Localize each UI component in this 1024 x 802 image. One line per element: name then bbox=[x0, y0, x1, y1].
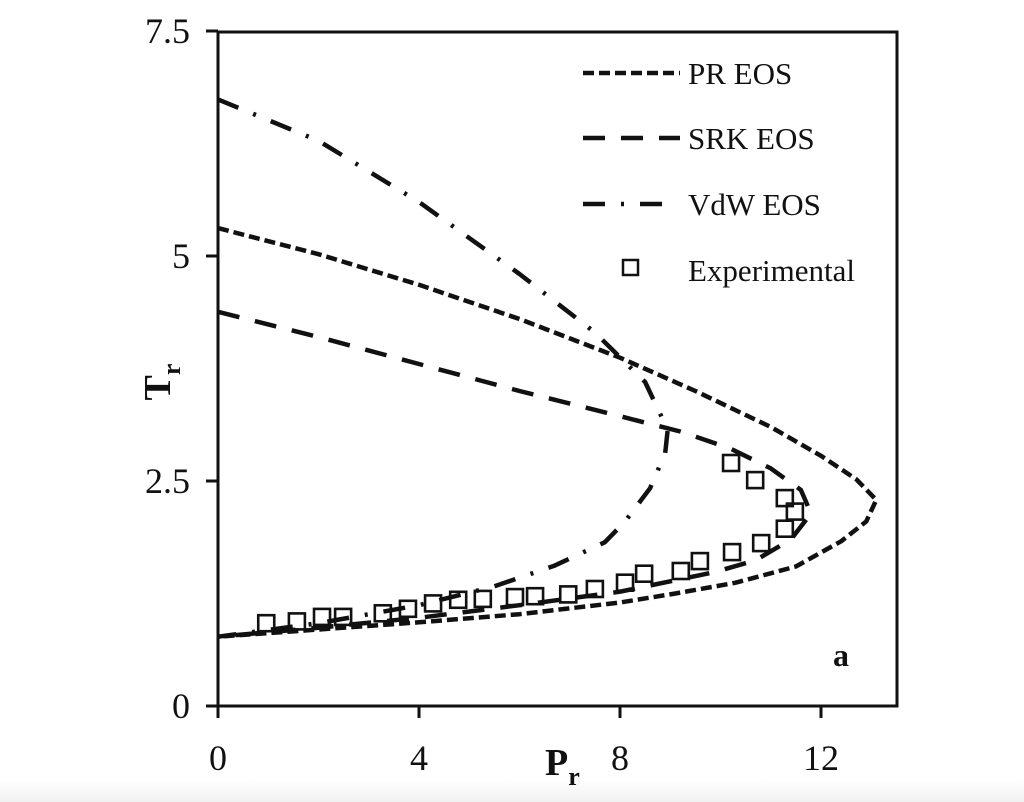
x-tick-label: 8 bbox=[611, 738, 629, 778]
experimental-square-marker bbox=[785, 502, 805, 521]
y-axis-title-sub: r bbox=[157, 364, 186, 376]
axis-ticks bbox=[206, 29, 823, 718]
x-tick-label: 4 bbox=[410, 738, 428, 778]
x-axis-title-sub: r bbox=[568, 762, 580, 791]
legend-label-srk: SRK EOS bbox=[688, 121, 815, 156]
svg-text:Tr: Tr bbox=[137, 364, 186, 401]
experimental-square-marker bbox=[312, 607, 332, 627]
experimental-square-marker bbox=[423, 594, 443, 613]
y-tick-label: 7.5 bbox=[145, 11, 190, 51]
experimental-square-marker bbox=[525, 586, 545, 606]
legend-label-experimental: Experimental bbox=[688, 253, 855, 288]
legend: PR EOS SRK EOS VdW EOS Experimental bbox=[583, 56, 855, 288]
experimental-square-marker bbox=[722, 542, 742, 562]
experimental-markers bbox=[256, 453, 805, 633]
panel-label: a bbox=[833, 637, 849, 673]
x-axis-title: Pr bbox=[545, 742, 580, 791]
experimental-square-marker bbox=[373, 603, 393, 623]
x-axis-title-main: P bbox=[545, 742, 568, 784]
y-tick-label: 5 bbox=[172, 236, 190, 276]
legend-item-experimental: Experimental bbox=[621, 253, 855, 288]
experimental-square-marker bbox=[721, 453, 741, 473]
srk-eos-curve bbox=[217, 309, 814, 639]
series-layer bbox=[217, 97, 879, 639]
x-tick-label: 0 bbox=[209, 738, 227, 778]
experimental-square-marker bbox=[287, 612, 307, 631]
experimental-square-marker bbox=[671, 561, 691, 581]
experimental-square-marker bbox=[775, 519, 795, 539]
legend-item-srk: SRK EOS bbox=[583, 121, 815, 156]
y-tick-label: 2.5 bbox=[145, 461, 190, 501]
x-tick-label: 12 bbox=[803, 738, 839, 778]
experimental-square-marker bbox=[745, 470, 765, 490]
axis-tick-labels: 0 4 8 12 0 2.5 5 7.5 bbox=[145, 11, 839, 778]
legend-square-marker-icon bbox=[621, 258, 640, 277]
experimental-square-marker bbox=[690, 551, 710, 571]
y-tick-label: 0 bbox=[172, 686, 190, 726]
experimental-square-marker bbox=[505, 587, 525, 607]
experimental-square-marker bbox=[333, 607, 353, 627]
experimental-square-marker bbox=[585, 579, 605, 599]
legend-label-vdw: VdW EOS bbox=[688, 187, 821, 222]
legend-item-pr: PR EOS bbox=[583, 56, 792, 91]
vdw-eos-curve bbox=[217, 97, 670, 639]
experimental-square-marker bbox=[558, 585, 578, 604]
experimental-square-marker bbox=[751, 533, 771, 553]
experimental-square-marker bbox=[256, 613, 276, 633]
experimental-square-marker bbox=[473, 589, 493, 609]
experimental-square-marker bbox=[634, 564, 654, 584]
legend-item-vdw: VdW EOS bbox=[583, 187, 821, 222]
y-axis-title: Tr bbox=[137, 364, 186, 401]
experimental-square-marker bbox=[398, 599, 418, 619]
experimental-square-marker bbox=[615, 573, 635, 593]
plot-frame bbox=[216, 30, 899, 708]
pr-eos-curve bbox=[217, 225, 879, 639]
y-axis-title-main: T bbox=[137, 375, 179, 400]
experimental-square-marker bbox=[448, 590, 468, 610]
legend-label-pr: PR EOS bbox=[688, 56, 792, 91]
experimental-square-marker bbox=[775, 488, 795, 508]
